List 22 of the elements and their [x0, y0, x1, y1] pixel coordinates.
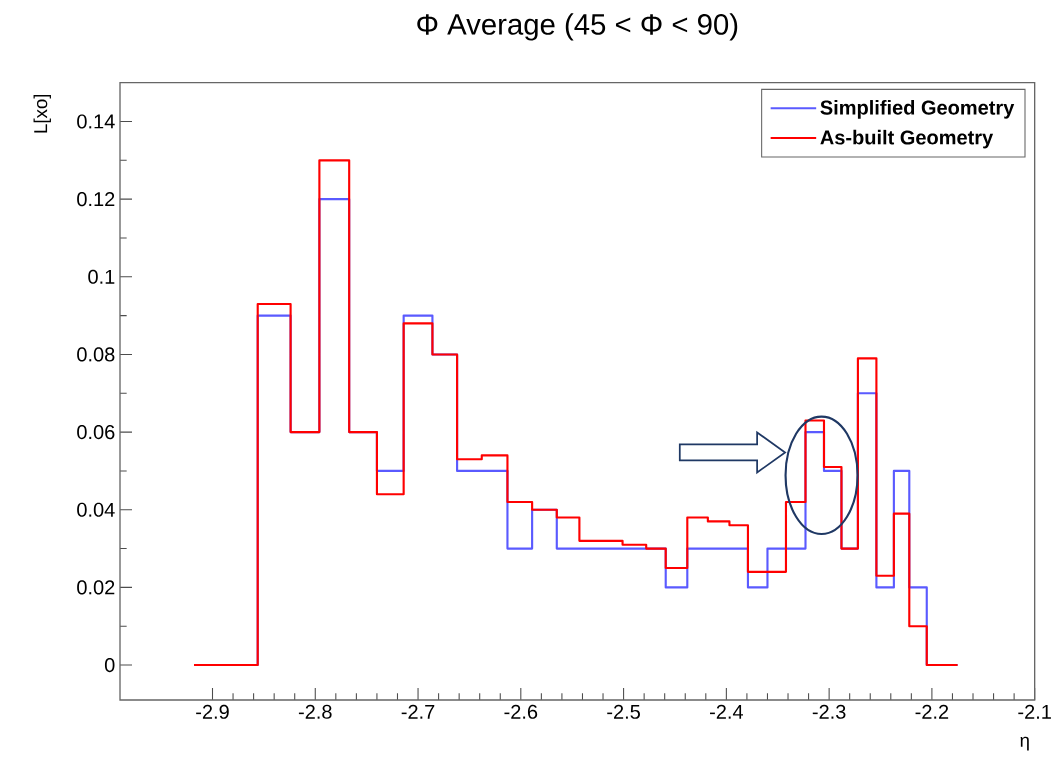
x-tick-label: -2.6 [504, 704, 538, 719]
chart-title: Φ Average (45 < Φ < 90) [417, 13, 738, 41]
y-tick-label: 0.02 [77, 580, 115, 595]
y-axis-title: L[xo] [33, 94, 51, 133]
y-tick-label: 0.1 [88, 269, 115, 284]
x-tick-label: -2.5 [607, 704, 640, 719]
y-tick-label: 0.12 [77, 192, 115, 207]
y-tick-label: 0.04 [77, 502, 115, 517]
x-tick-label: -2.1 [1018, 704, 1051, 719]
x-tick-label: -2.7 [401, 704, 435, 719]
y-tick-label: 0.06 [77, 425, 115, 440]
legend-label: Simplified Geometry [820, 100, 1015, 119]
x-tick-label: -2.8 [298, 704, 332, 719]
y-tick-label: 0 [104, 657, 115, 673]
y-tick-label: 0.08 [77, 347, 115, 362]
x-tick-label: -2.2 [915, 704, 949, 719]
x-axis-title: η [1020, 736, 1029, 751]
legend-label: As-built Geometry [820, 129, 994, 149]
x-tick-label: -2.9 [196, 704, 229, 719]
x-tick-label: -2.3 [812, 704, 846, 719]
x-tick-label: -2.4 [710, 704, 744, 719]
y-tick-label: 0.14 [77, 114, 115, 129]
